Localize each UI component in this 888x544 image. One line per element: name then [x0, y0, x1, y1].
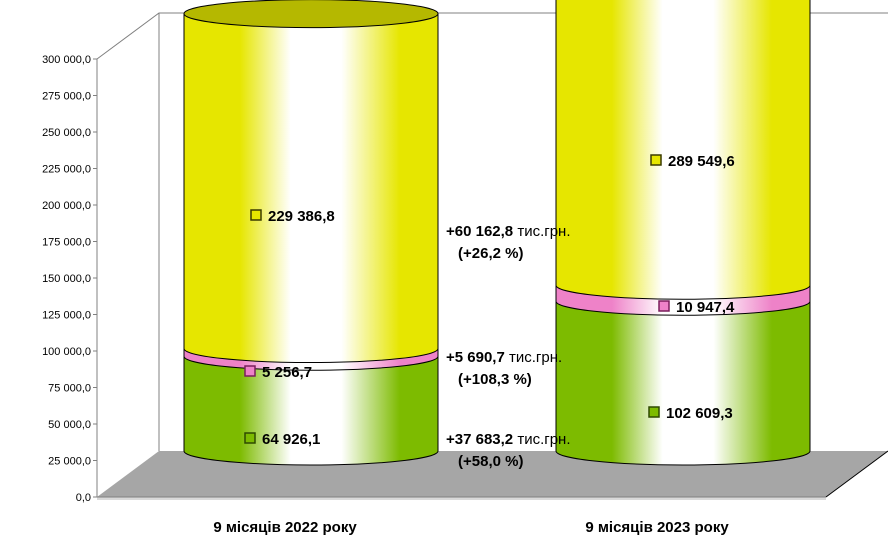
- x-category-label: 9 місяців 2022 року: [213, 519, 357, 536]
- y-tick-label: 200 000,0: [42, 200, 91, 212]
- y-tick-label: 250 000,0: [42, 127, 91, 139]
- change-annotation-value: +60 162,8 тис.грн.: [446, 223, 571, 240]
- bar-segment: [556, 301, 810, 465]
- change-annotation-percent: (+26,2 %): [458, 245, 523, 262]
- data-label: 10 947,4: [676, 299, 735, 316]
- change-annotation-value: +5 690,7 тис.грн.: [446, 349, 562, 366]
- segment-boundary: [183, 348, 439, 364]
- change-unit: тис.грн.: [513, 223, 570, 240]
- change-amount: +5 690,7: [446, 349, 505, 366]
- change-annotation-value: +37 683,2 тис.грн.: [446, 431, 571, 448]
- y-tick-label: 125 000,0: [42, 310, 91, 322]
- bar-segment: [556, 285, 810, 316]
- y-tick-label: 100 000,0: [42, 346, 91, 358]
- y-tick-label: 0,0: [76, 492, 91, 504]
- y-axis: 0,0 25 000,0 50 000,0 75 000,0 100 000,0 125 …: [42, 54, 97, 504]
- segment-boundary: [183, 450, 439, 466]
- y-tick-label: 300 000,0: [42, 54, 91, 66]
- y-tick-label: 25 000,0: [48, 456, 91, 468]
- change-annotation-percent: (+58,0 %): [458, 453, 523, 470]
- change-amount: +37 683,2: [446, 431, 513, 448]
- data-label-marker: [244, 432, 256, 444]
- data-label: 64 926,1: [262, 431, 320, 448]
- y-tick-label: 275 000,0: [42, 91, 91, 103]
- data-label-marker: [250, 209, 262, 221]
- data-label-marker: [244, 365, 256, 377]
- x-axis-floor-diagonal: [825, 450, 888, 498]
- change-annotation-percent: (+108,3 %): [458, 371, 532, 388]
- y-tick-label: 75 000,0: [48, 383, 91, 395]
- value-labels: 64 926,1 102 609,3 5 256,7 10 947,4 229 386,…: [244, 153, 735, 448]
- bar-segment: [556, 0, 810, 300]
- chart-floor-front: [97, 497, 826, 500]
- bars: [183, 0, 811, 466]
- segment-boundary: [183, 356, 439, 371]
- cylinder-top: [183, 0, 439, 29]
- segment-boundary: [555, 450, 811, 466]
- y-tick-label: 175 000,0: [42, 237, 91, 249]
- x-category-label: 9 місяців 2023 року: [585, 519, 729, 536]
- cylinder-1: [183, 0, 439, 466]
- change-annotations: +37 683,2 тис.грн. (+58,0 %) +5 690,7 тис.…: [446, 223, 571, 470]
- change-unit: тис.грн.: [505, 349, 562, 366]
- data-label-marker: [648, 406, 660, 418]
- y-tick-label: 225 000,0: [42, 164, 91, 176]
- data-label: 5 256,7: [262, 364, 312, 381]
- cylinder-2: [555, 0, 811, 466]
- bar-segment: [184, 348, 438, 371]
- change-unit: тис.грн.: [513, 431, 570, 448]
- y-tick-label: 50 000,0: [48, 419, 91, 431]
- data-label-marker: [650, 154, 662, 166]
- y-tick-label: 150 000,0: [42, 273, 91, 285]
- data-label: 229 386,8: [268, 208, 335, 225]
- bar-segment: [184, 13, 438, 363]
- segment-boundary: [555, 301, 811, 316]
- data-label: 289 549,6: [668, 153, 735, 170]
- data-label-marker: [658, 300, 670, 312]
- data-label: 102 609,3: [666, 405, 733, 422]
- change-amount: +60 162,8: [446, 223, 513, 240]
- x-axis-categories: 9 місяців 2022 року 9 місяців 2023 року: [213, 519, 729, 536]
- segment-boundary: [555, 285, 811, 300]
